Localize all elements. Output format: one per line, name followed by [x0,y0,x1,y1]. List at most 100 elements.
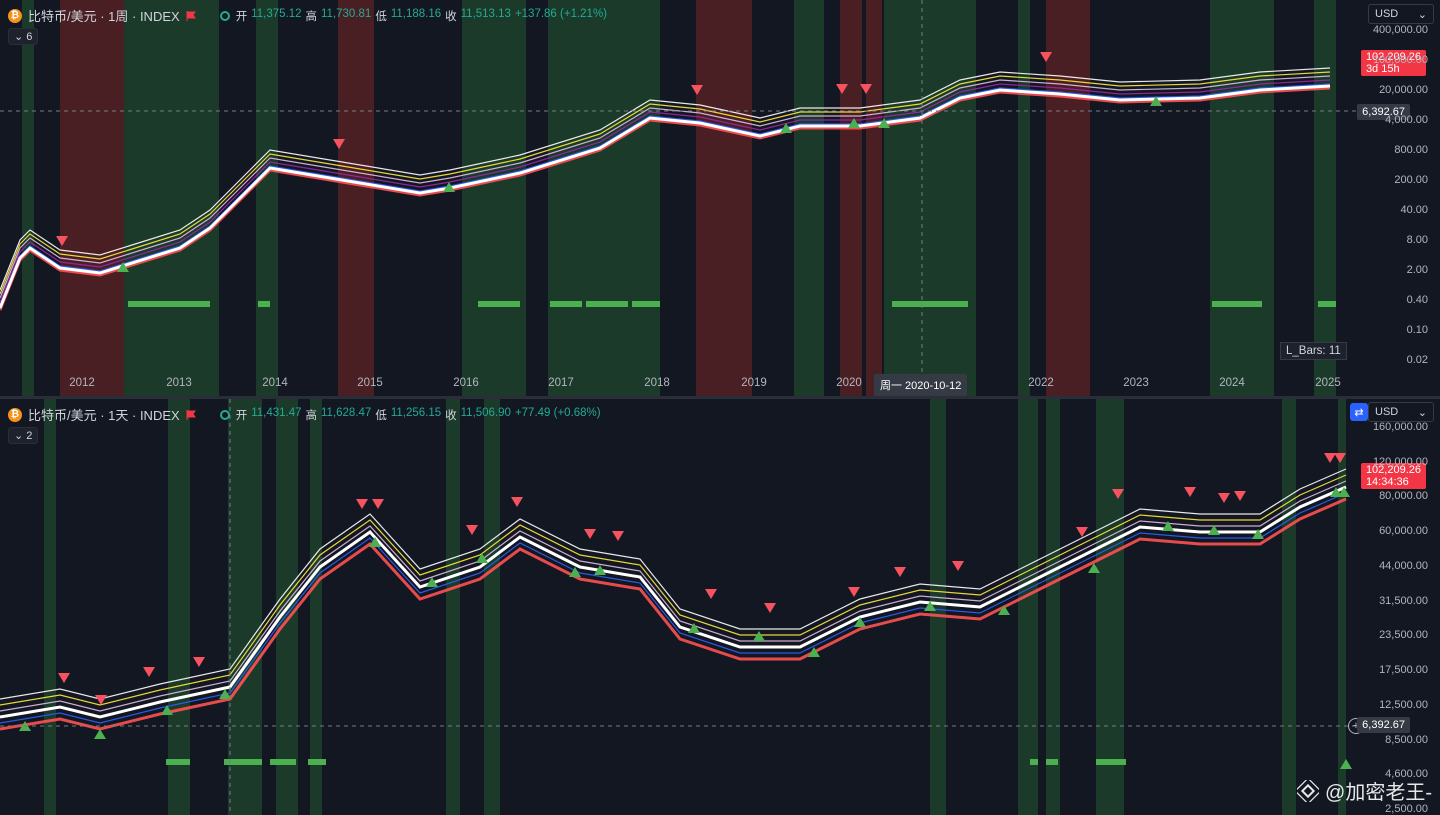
watermark-text: @加密老王- [1325,782,1432,804]
regime-band [60,0,124,396]
daily-legend: ₿ 比特币/美元 · 1天 · INDEX 开 11,431.47 高 11,628.… [8,405,601,424]
sell-signal-marker [356,499,368,509]
indicator-collapse-button[interactable]: ⌄ 6 [8,28,39,45]
currency-select[interactable]: USD ⌄ [1368,402,1434,422]
sync-icon[interactable]: ⇄ [1350,403,1368,421]
ohlc-value: 11,628.47 [321,406,372,419]
price-tick-label: 12,500.00 [1379,698,1428,711]
bottom-signal-strip [1096,759,1126,765]
last-price: 102,209.26 [1365,464,1421,476]
sell-signal-marker [143,667,155,677]
sell-signal-marker [1184,487,1196,497]
sell-signal-marker [612,531,624,541]
sell-signal-marker [1234,491,1246,501]
sell-signal-marker [333,139,345,149]
regime-band [1046,399,1060,815]
weekly-chart-canvas[interactable] [0,0,1440,396]
buy-signal-marker [1338,487,1350,497]
price-tick-label: 0.40 [1406,294,1428,306]
price-tick-label: 31,500.00 [1379,594,1428,607]
sell-signal-marker [1324,453,1336,463]
regime-band [1282,399,1296,815]
ohlc-value: +77.49 (+0.68%) [514,406,601,419]
time-tick-label: 2023 [1123,377,1149,389]
ohlc-value: 11,506.90 [460,406,511,419]
regime-band [884,0,976,396]
bottom-signal-strip [632,301,660,307]
symbol-title[interactable]: 比特币/美元 · 1天 · INDEX [28,408,180,423]
bottom-signal-strip [1030,759,1038,765]
indicator-count: 2 [26,430,33,442]
price-tick-label: 800.00 [1394,144,1428,156]
time-tick-label: 2016 [453,377,479,389]
buy-signal-marker [443,182,455,192]
price-tick-label: 4,600.00 [1385,768,1428,781]
last-price: 102,209.26 [1365,51,1421,63]
buy-signal-marker [94,729,106,739]
regime-band [1018,0,1030,396]
bottom-signal-strip [270,759,296,765]
moving-average-line [0,492,1347,724]
sell-signal-marker [1076,527,1088,537]
buy-signal-marker [1330,487,1342,497]
buy-signal-marker [219,689,231,699]
price-tick-label: 8.00 [1406,234,1428,246]
regime-band [1018,399,1038,815]
price-tick-label: 4,000.00 [1385,114,1428,126]
moving-average-line [0,71,1331,295]
price-tick-label: 400,000.00 [1372,24,1428,36]
buy-signal-marker [688,623,700,633]
pane-divider[interactable] [0,396,1440,399]
moving-average-line [0,75,1331,299]
buy-signal-marker [476,553,488,563]
daily-chart-pane[interactable]: ₿ 比特币/美元 · 1天 · INDEX 开 11,431.47 高 11,628.… [0,399,1440,815]
regime-band [124,0,219,396]
flag-icon[interactable] [186,10,196,21]
ohlc-value: 11,730.81 [321,7,372,20]
moving-average-line [0,79,1331,303]
daily-chart-canvas[interactable] [0,399,1440,815]
regime-band [840,0,862,396]
bottom-signal-strip [224,759,262,765]
indicator-count: 6 [26,31,33,43]
ohlc-value: 11,188.16 [390,7,442,20]
buy-signal-marker [1150,96,1162,106]
regime-band [256,0,278,396]
buy-signal-marker [1340,759,1352,769]
symbol-title[interactable]: 比特币/美元 · 1周 · INDEX [28,9,180,24]
buy-signal-marker [1162,521,1174,531]
time-tick-label: 2019 [741,377,767,389]
sell-signal-marker [860,84,872,94]
sell-signal-marker [1040,52,1052,62]
regime-band [794,0,824,396]
buy-signal-marker [161,705,173,715]
currency-label: USD [1375,406,1399,418]
bottom-signal-strip [478,301,520,307]
moving-average-line [0,86,1331,311]
bottom-signal-strip [128,301,174,307]
regime-band [930,399,946,815]
time-tick-label: 2013 [166,377,192,389]
moving-average-line [0,497,1347,731]
ohlc-value: +137.86 (+1.21%) [514,7,608,20]
bottom-signal-strip [892,301,968,307]
currency-select[interactable]: USD ⌄ [1368,4,1434,24]
bar-countdown: 14:34:36 [1365,476,1409,488]
currency-label: USD [1375,8,1399,20]
weekly-chart-pane[interactable]: ₿ 比特币/美元 · 1周 · INDEX 开 11,375.12 高 11,730.… [0,0,1440,396]
crosshair-price-tag: 6,392.67 [1357,104,1410,120]
regime-band [22,0,34,396]
weekly-legend: ₿ 比特币/美元 · 1周 · INDEX 开 11,375.12 高 11,730.… [8,6,607,25]
indicator-collapse-button[interactable]: ⌄ 2 [8,427,39,444]
last-price-tag: 102,209.26 14:34:36 [1360,463,1426,489]
sell-signal-marker [372,499,384,509]
sell-signal-marker [466,525,478,535]
watermark: @加密老王- [1297,776,1432,805]
price-tick-label: 120,000.00 [1372,455,1428,468]
sell-signal-marker [705,589,717,599]
buy-signal-marker [569,567,581,577]
buy-signal-marker [369,537,381,547]
flag-icon[interactable] [186,409,196,420]
price-tick-label: 20,000.00 [1379,84,1428,96]
buy-signal-marker [1208,525,1220,535]
